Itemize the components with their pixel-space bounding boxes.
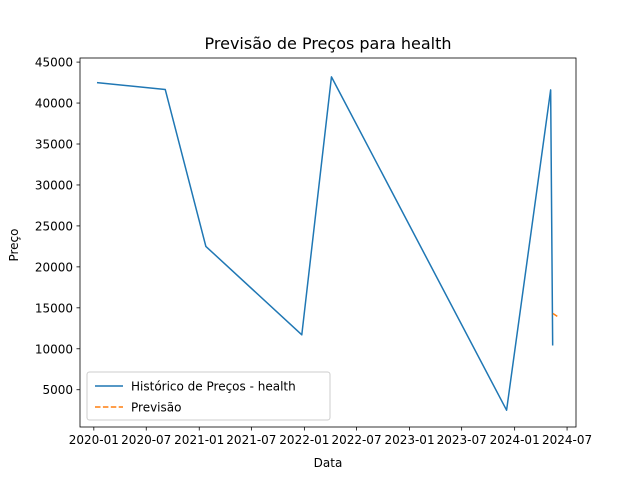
y-tick-label-7: 35000 (35, 138, 73, 152)
y-tick-label-1: 5000 (42, 383, 73, 397)
x-tick-label-3: 2021-01 (174, 433, 224, 447)
y-tick-label-5: 25000 (35, 219, 73, 233)
legend-label-2: Previsão (131, 401, 181, 415)
data-point-2-2 (557, 316, 558, 317)
y-tick-label-6: 30000 (35, 178, 73, 192)
legend-box (86, 371, 331, 421)
chart-title: Previsão de Preços para health (205, 34, 452, 53)
x-tick-label-7: 2023-01 (384, 433, 434, 447)
y-tick-label-2: 10000 (35, 342, 73, 356)
y-tick-label-8: 40000 (35, 97, 73, 111)
x-axis-label: Data (314, 456, 343, 470)
plot-area (96, 76, 558, 411)
data-point-1-2 (165, 89, 166, 90)
x-tick-label-6: 2022-07 (331, 433, 381, 447)
legend: Histórico de Preços - health Previsão (86, 371, 331, 421)
y-tick-label-9: 45000 (35, 56, 73, 70)
data-point-1-5 (331, 76, 332, 77)
data-point-1-7 (550, 89, 551, 90)
x-tick-label-1: 2020-01 (69, 433, 119, 447)
y-tick-label-3: 15000 (35, 301, 73, 315)
data-point-1-4 (301, 334, 302, 335)
data-point-1-8 (552, 345, 553, 346)
axes: 2020-01 2020-07 2021-01 2021-07 2022-01 2022-… (35, 56, 592, 447)
series-line-1 (96, 76, 554, 411)
x-tick-label-4: 2021-07 (226, 433, 276, 447)
data-point-1-1 (96, 82, 97, 83)
plot-frame (79, 57, 577, 428)
data-point-2-1 (552, 313, 553, 314)
y-axis-label: Preço (7, 228, 21, 261)
x-tick-label-5: 2022-01 (279, 433, 329, 447)
data-point-1-6 (506, 410, 507, 411)
x-tick-label-8: 2023-07 (437, 433, 487, 447)
x-tick-label-2: 2020-07 (121, 433, 171, 447)
x-tick-label-9: 2024-01 (490, 433, 540, 447)
data-point-1-3 (205, 246, 206, 247)
x-tick-label-10: 2024-07 (542, 433, 592, 447)
series-line-2 (552, 312, 558, 318)
y-tick-label-4: 20000 (35, 260, 73, 274)
legend-label-1: Histórico de Preços - health (131, 380, 296, 394)
